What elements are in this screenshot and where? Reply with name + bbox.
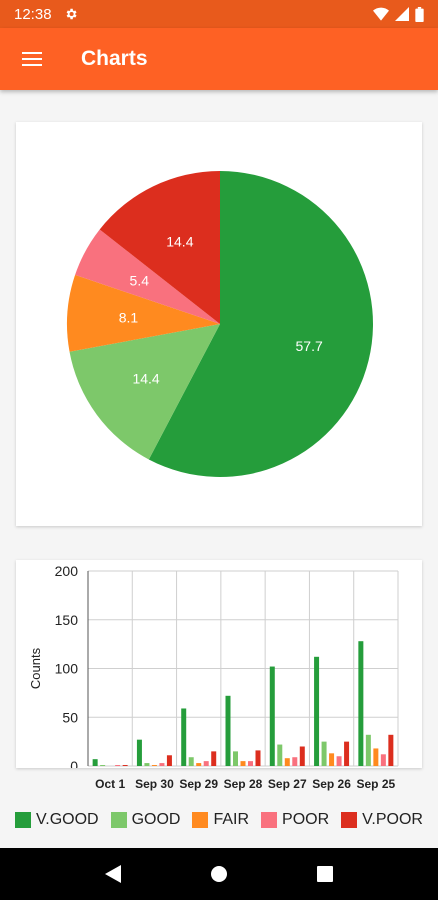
x-tick-label: Sep 27 bbox=[267, 777, 307, 791]
bar-good-oct-1[interactable] bbox=[100, 765, 106, 766]
y-axis-label: Counts bbox=[28, 647, 43, 689]
recents-button[interactable] bbox=[305, 854, 345, 894]
legend-swatch bbox=[15, 812, 32, 828]
legend-swatch bbox=[110, 812, 127, 828]
x-tick-label: Sep 28 bbox=[223, 777, 263, 791]
status-time: 12:38 bbox=[14, 5, 52, 23]
pie-label-poor: 5.4 bbox=[130, 272, 150, 288]
bar-poor-oct-1[interactable] bbox=[115, 765, 121, 766]
y-tick-label: 50 bbox=[62, 709, 78, 725]
bar-v-poor-sep-30[interactable] bbox=[166, 755, 172, 766]
bar-v-poor-sep-26[interactable] bbox=[344, 741, 350, 766]
bar-v-good-sep-28[interactable] bbox=[225, 695, 231, 766]
back-icon bbox=[105, 865, 121, 883]
bar-poor-sep-30[interactable] bbox=[159, 763, 165, 766]
bar-v-good-sep-26[interactable] bbox=[314, 656, 320, 766]
bar-v-poor-oct-1[interactable] bbox=[122, 765, 128, 766]
bar-v-poor-sep-29[interactable] bbox=[211, 751, 217, 766]
legend-item-fair[interactable]: FAIR bbox=[192, 811, 249, 829]
cell-signal-icon bbox=[395, 7, 409, 21]
home-button[interactable] bbox=[199, 854, 239, 894]
bar-v-good-sep-30[interactable] bbox=[136, 739, 142, 766]
pie-label-fair: 8.1 bbox=[119, 309, 139, 325]
pie-chart-card: 57.7 14.4 8.1 5.4 14.4 bbox=[16, 122, 422, 526]
pie-slice-good[interactable] bbox=[69, 324, 220, 460]
bar-poor-sep-28[interactable] bbox=[248, 761, 253, 766]
x-tick-label: Sep 29 bbox=[179, 777, 219, 791]
x-tick-label: Sep 30 bbox=[135, 777, 174, 791]
pie-slice-poor[interactable] bbox=[75, 229, 220, 324]
bar-good-sep-29[interactable] bbox=[188, 757, 194, 766]
bar-fair-sep-29[interactable] bbox=[196, 763, 202, 766]
y-tick-label: 100 bbox=[55, 661, 79, 677]
legend-label: V.POOR bbox=[362, 811, 423, 828]
legend-label: V.GOOD bbox=[36, 811, 99, 828]
wifi-icon bbox=[373, 7, 389, 21]
home-icon bbox=[211, 866, 227, 882]
bar-v-good-oct-1[interactable] bbox=[92, 759, 98, 766]
bar-good-sep-26[interactable] bbox=[321, 741, 327, 766]
legend-item-good[interactable]: GOOD bbox=[110, 811, 181, 829]
x-tick-label: Sep 26 bbox=[312, 777, 351, 791]
pie-slice-fair[interactable] bbox=[66, 274, 220, 352]
x-tick-label: Sep 25 bbox=[356, 777, 396, 791]
y-tick-label: 150 bbox=[55, 612, 79, 628]
pie-label-v-good: 57.7 bbox=[296, 338, 323, 354]
legend-label: POOR bbox=[282, 811, 330, 828]
bar-good-sep-27[interactable] bbox=[277, 744, 283, 766]
bar-poor-sep-25[interactable] bbox=[380, 754, 386, 766]
bar-fair-sep-28[interactable] bbox=[240, 761, 246, 766]
legend-label: GOOD bbox=[131, 811, 181, 828]
legend-item-v-good[interactable]: V.GOOD bbox=[15, 811, 99, 829]
bar-chart-card: 0 50 100 150 200 Counts bbox=[16, 560, 422, 774]
y-tick-label: 0 bbox=[70, 758, 78, 768]
navigation-bar bbox=[0, 848, 438, 900]
pie-label-v-poor: 14.4 bbox=[166, 233, 193, 249]
pie-label-good: 14.4 bbox=[132, 370, 159, 386]
recents-icon bbox=[317, 866, 333, 882]
x-tick-label: Oct 1 bbox=[95, 777, 126, 791]
legend-swatch bbox=[341, 812, 358, 828]
bar-fair-sep-30[interactable] bbox=[151, 765, 157, 766]
bar-fair-sep-26[interactable] bbox=[329, 753, 335, 766]
bar-v-poor-sep-25[interactable] bbox=[388, 734, 394, 766]
bar-fair-sep-25[interactable] bbox=[373, 748, 379, 766]
bar-good-sep-28[interactable] bbox=[233, 751, 238, 766]
bar-poor-sep-29[interactable] bbox=[203, 761, 209, 766]
gear-icon bbox=[66, 8, 77, 20]
battery-icon bbox=[415, 6, 424, 22]
legend-item-v-poor[interactable]: V.POOR bbox=[341, 811, 423, 829]
legend-item-poor[interactable]: POOR bbox=[261, 811, 329, 829]
pie-slice-v-good[interactable] bbox=[148, 171, 373, 478]
back-button[interactable] bbox=[93, 854, 133, 894]
bar-chart[interactable]: 0 50 100 150 200 Counts bbox=[16, 560, 422, 774]
bar-v-good-sep-25[interactable] bbox=[358, 641, 364, 766]
bar-fair-sep-27[interactable] bbox=[284, 758, 290, 766]
legend-label: FAIR bbox=[213, 811, 250, 828]
app-bar: Charts bbox=[0, 28, 438, 90]
legend-swatch bbox=[261, 812, 278, 828]
bar-v-good-sep-27[interactable] bbox=[269, 666, 275, 766]
bar-good-sep-30[interactable] bbox=[144, 763, 150, 766]
bar-v-good-sep-29[interactable] bbox=[181, 708, 187, 766]
y-tick-label: 200 bbox=[55, 563, 79, 579]
bar-good-sep-25[interactable] bbox=[365, 734, 371, 766]
bar-v-poor-sep-27[interactable] bbox=[299, 746, 305, 767]
pie-slice-v-poor[interactable] bbox=[99, 171, 220, 324]
bar-poor-sep-27[interactable] bbox=[292, 757, 298, 766]
hamburger-menu-icon bbox=[22, 52, 42, 66]
pie-chart[interactable]: 57.7 14.4 8.1 5.4 14.4 bbox=[16, 122, 422, 526]
bar-poor-sep-26[interactable] bbox=[336, 756, 342, 766]
menu-button[interactable] bbox=[0, 28, 64, 90]
bar-v-poor-sep-28[interactable] bbox=[255, 750, 261, 766]
chart-legend: V.GOOD GOOD FAIR POOR V.POOR bbox=[0, 800, 438, 840]
status-bar: 12:38 bbox=[0, 0, 438, 28]
page-title: Charts bbox=[81, 47, 148, 70]
legend-swatch bbox=[192, 812, 209, 828]
